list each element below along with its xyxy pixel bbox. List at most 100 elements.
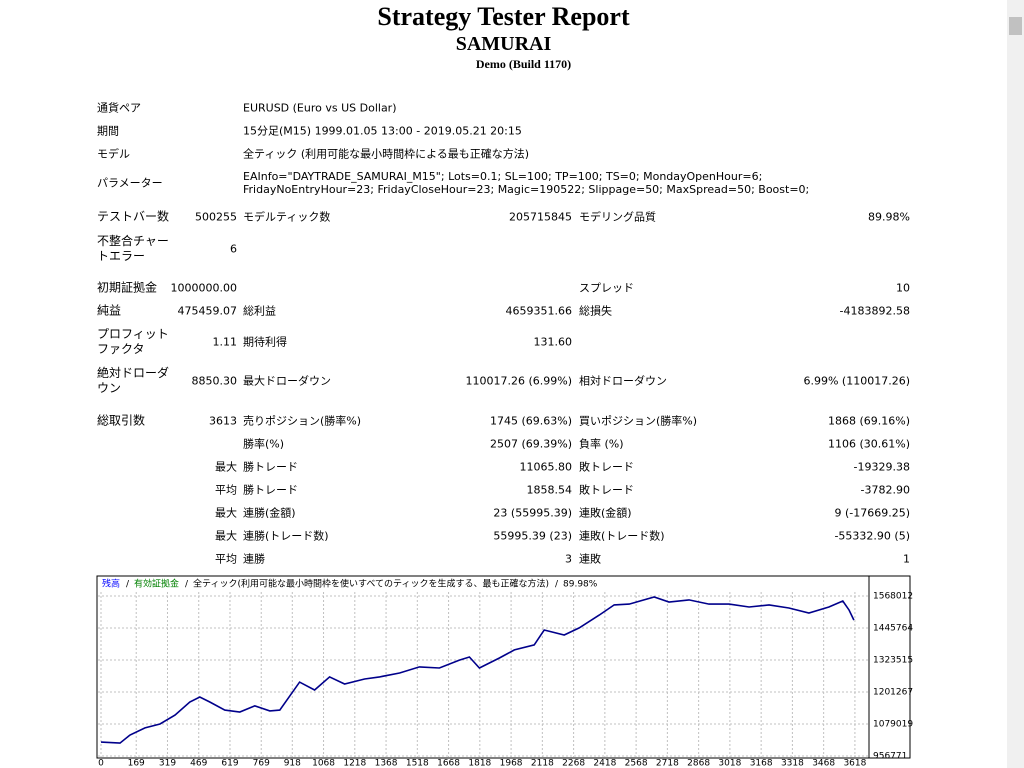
stat-value-2: 1858.54 [526,483,573,497]
stat-label-3: 負率 (%) [579,437,624,451]
x-tick-label: 2868 [687,759,710,768]
stat-value-2: 11065.80 [519,460,573,474]
stat-label-3: 連敗 [579,552,601,566]
stat-value-3: 6.99% (110017.26) [803,374,910,388]
x-tick-label: 918 [284,759,301,768]
x-tick-label: 3168 [750,759,773,768]
stat-label-1: 不整合チャートエラー [97,234,169,263]
stat-value-3: -55332.90 (5) [834,529,910,543]
stat-label-3: 総損失 [579,304,612,318]
stat-label-2: 最大ドローダウン [243,374,331,388]
stat-value-1: 平均 [215,552,237,566]
stat-label-3: 相対ドローダウン [579,374,667,388]
info-label: 期間 [97,124,119,138]
stat-value-1: 3613 [209,414,237,428]
x-tick-label: 0 [98,759,104,768]
x-tick-label: 1518 [406,759,429,768]
stat-label-2: 売りポジション(勝率%) [243,414,362,428]
stat-value-3: 1868 (69.16%) [827,414,910,428]
stat-value-1: 8850.30 [191,374,238,388]
info-label: モデル [97,147,130,161]
stat-value-2: 131.60 [533,335,573,349]
y-tick-label: 1568012 [873,591,913,601]
x-tick-label: 1368 [375,759,398,768]
x-tick-label: 1668 [437,759,460,768]
stat-value-2: 55995.39 (23) [493,529,572,543]
stat-value-1: 最大 [215,506,237,520]
legend-entry: 89.98% [563,580,598,590]
stat-value-1: 1.11 [212,335,238,349]
legend-sep: / [555,580,559,590]
stat-value-1: 1000000.00 [170,281,237,295]
stat-label-3: 買いポジション(勝率%) [579,414,698,428]
x-tick-label: 1068 [312,759,335,768]
stat-label-1: 純益 [97,303,122,318]
expert-name: SAMURAI [455,33,552,55]
stat-value-2: 2507 (69.39%) [489,437,572,451]
legend-entry: 有効証拠金 [134,578,179,590]
x-tick-label: 169 [128,759,145,768]
stat-value-1: 最大 [215,529,237,543]
x-tick-label: 1818 [468,759,491,768]
x-tick-label: 319 [159,759,176,768]
chart-frame [96,575,911,759]
x-tick-label: 2118 [531,759,554,768]
stat-label-2: 勝率(%) [243,437,285,451]
stat-label-3: モデリング品質 [579,210,656,224]
info-value: 全ティック (利用可能な最小時間枠による最も正確な方法) [243,147,530,161]
x-tick-label: 2718 [656,759,679,768]
stat-value-3: 10 [896,281,910,295]
build: Demo (Build 1170) [475,57,572,71]
stat-label-2: 総利益 [243,304,276,318]
stat-label-2: 期待利得 [243,335,287,349]
balance-line [100,596,855,744]
stat-label-1: 絶対ドローダウン [97,366,170,395]
stat-label-1: 総取引数 [97,413,146,428]
stat-value-1: 475459.07 [177,304,238,318]
legend-entry: 残高 [102,578,120,590]
stat-label-2: 連勝(トレード数) [243,529,329,543]
stat-value-2: 23 (55995.39) [493,506,572,520]
x-tick-label: 1968 [500,759,523,768]
x-tick-label: 619 [221,759,238,768]
stat-value-2: 1745 (69.63%) [489,414,572,428]
stat-value-3: -19329.38 [853,460,910,474]
stat-label-2: 勝トレード [243,483,298,497]
stat-label-3: スプレッド [579,281,634,295]
stat-label-1: テストバー数 [97,209,170,224]
stat-value-2: 110017.26 (6.99%) [465,374,572,388]
stat-label-3: 敗トレード [579,460,634,474]
stat-value-1: 平均 [215,483,237,497]
info-value: EAInfo="DAYTRADE_SAMURAI_M15"; Lots=0.1;… [243,170,810,196]
stat-value-1: 6 [230,242,237,256]
stat-value-3: 1106 (30.61%) [827,437,910,451]
stat-label-1: 初期証拠金 [97,280,158,295]
stat-value-3: 1 [903,552,910,566]
stat-value-2: 3 [565,552,572,566]
info-label: パラメーター [97,176,163,190]
stat-label-2: 連勝 [243,552,265,566]
x-tick-label: 2418 [593,759,616,768]
scrollbar[interactable] [1007,0,1024,768]
stat-label-3: 連敗(金額) [579,506,632,520]
scroll-thumb[interactable] [1009,17,1022,35]
stat-value-2: 4659351.66 [505,304,572,318]
y-tick-label: 956771 [873,752,907,762]
stat-label-2: 勝トレード [243,460,298,474]
stat-label-1: プロフィットファクタ [97,327,169,356]
y-tick-label: 1323515 [873,655,913,665]
x-tick-label: 469 [190,759,207,768]
stat-value-1: 最大 [215,460,237,474]
x-tick-label: 3018 [718,759,741,768]
stat-value-3: 9 (-17669.25) [834,506,910,520]
x-tick-label: 1218 [343,759,366,768]
info-value: 15分足(M15) 1999.01.05 13:00 - 2019.05.21 … [243,124,522,138]
stat-value-3: -3782.90 [860,483,910,497]
x-tick-label: 3468 [812,759,835,768]
y-tick-label: 1201267 [873,687,913,697]
stat-label-3: 連敗(トレード数) [579,529,665,543]
info-value: EURUSD (Euro vs US Dollar) [243,101,397,115]
stat-label-3: 敗トレード [579,483,634,497]
